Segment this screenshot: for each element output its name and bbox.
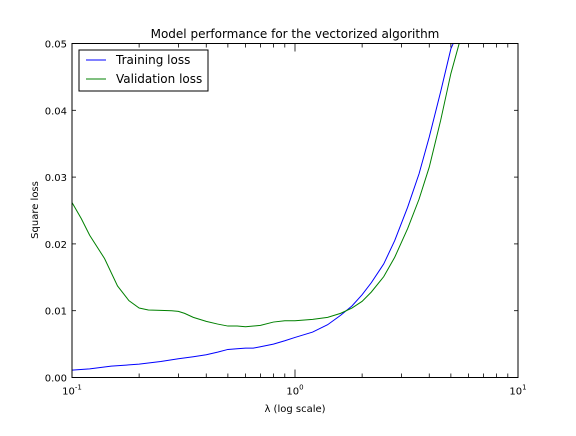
series-layer <box>72 43 460 371</box>
tick-layer: 0.00 0.01 0.02 0.03 0.04 0.05 10-1 100 101 <box>45 40 527 398</box>
legend-label-1: Training loss <box>115 53 190 67</box>
legend-label-2: Validation loss <box>116 72 202 86</box>
legend-box <box>78 49 209 92</box>
x-axis-label: λ (log scale) <box>264 404 325 415</box>
x-tick-label: 100 <box>286 384 303 398</box>
series-line-1 <box>72 43 454 371</box>
y-tick-label: 0.04 <box>45 106 67 117</box>
x-tick-label: 10-1 <box>62 384 82 398</box>
x-tick-label: 101 <box>509 384 526 398</box>
legend: Training loss Validation loss <box>78 49 209 92</box>
chart-title: Model performance for the vectorized alg… <box>151 27 440 41</box>
axes-frame <box>71 43 519 378</box>
series-line-2 <box>72 43 460 328</box>
y-axis-label: Square loss <box>30 181 41 239</box>
y-tick-label: 0.01 <box>45 307 67 318</box>
y-tick-label: 0.02 <box>45 240 67 251</box>
y-tick-label: 0.03 <box>45 173 67 184</box>
y-tick-label: 0.05 <box>45 40 67 51</box>
y-tick-label: 0.00 <box>45 374 67 385</box>
